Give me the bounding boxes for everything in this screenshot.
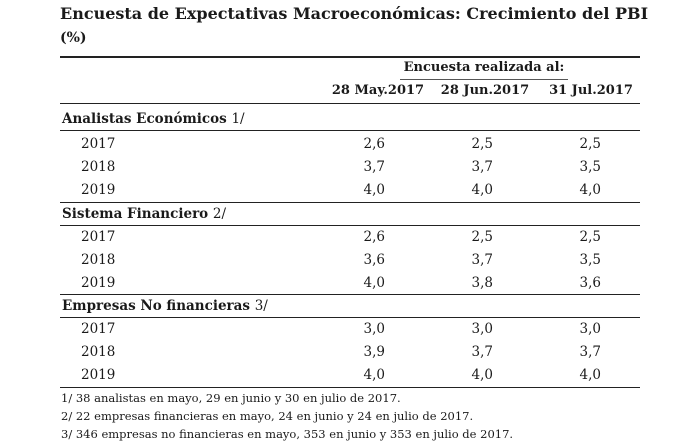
section-underline [60,130,640,131]
section-underline [60,225,640,226]
section-ref: 1/ [231,111,245,127]
section-title-analistas: Analistas Económicos 1/ [62,111,245,127]
cell-value: 3,5 [579,159,601,175]
cell-value: 3,5 [579,252,601,268]
cell-value: 4,0 [363,367,385,383]
bottom-rule [60,387,640,388]
cell-value: 2,5 [579,229,601,245]
header-rule [60,103,640,104]
row-label: 2019 [81,182,116,198]
section-label: Empresas No financieras [62,298,250,314]
table-title: Encuesta de Expectativas Macroeconómicas… [60,4,649,23]
cell-value: 4,0 [363,275,385,291]
cell-value: 2,5 [471,229,493,245]
cell-value: 3,8 [471,275,493,291]
cell-value: 4,0 [471,182,493,198]
table-unit: (%) [60,30,87,46]
cell-value: 2,6 [363,229,385,245]
cell-value: 2,5 [579,136,601,152]
cell-value: 3,6 [363,252,385,268]
column-header-jun: 28 Jun.2017 [440,83,530,98]
footnote-2: 2/ 22 empresas financieras en mayo, 24 e… [61,409,474,423]
section-title-empresas: Empresas No financieras 3/ [62,298,268,314]
column-header-may: 28 May.2017 [331,83,425,98]
section-label: Analistas Económicos [62,111,227,127]
cell-value: 4,0 [363,182,385,198]
row-label: 2018 [81,344,116,360]
section-ref: 2/ [212,206,227,222]
cell-value: 3,0 [579,321,601,337]
section-rule [60,202,640,203]
row-label: 2019 [81,367,116,383]
cell-value: 4,0 [579,367,601,383]
cell-value: 3,7 [471,344,493,360]
row-label: 2017 [81,136,116,152]
cell-value: 3,7 [363,159,385,175]
cell-value: 3,7 [579,344,601,360]
footnote-1: 1/ 38 analistas en mayo, 29 en junio y 3… [61,391,401,405]
cell-value: 3,7 [471,252,493,268]
section-rule [60,294,640,295]
footnote-3: 3/ 346 empresas no financieras en mayo, … [61,427,514,441]
cell-value: 3,9 [363,344,385,360]
survey-header: Encuesta realizada al: [403,60,565,75]
section-label: Sistema Financiero [62,206,209,222]
row-label: 2017 [81,321,116,337]
row-label: 2017 [81,229,116,245]
row-label: 2019 [81,275,116,291]
cell-value: 2,6 [363,136,385,152]
cell-value: 2,5 [471,136,493,152]
row-label: 2018 [81,159,116,175]
section-ref: 3/ [254,298,268,314]
section-underline [60,317,640,318]
column-header-jul: 31 Jul.2017 [549,83,633,98]
cell-value: 3,0 [471,321,493,337]
survey-header-underline [400,79,568,80]
top-rule [60,56,640,58]
cell-value: 4,0 [471,367,493,383]
section-title-sistema-financiero: Sistema Financiero 2/ [62,206,226,222]
cell-value: 4,0 [579,182,601,198]
row-label: 2018 [81,252,116,268]
cell-value: 3,7 [471,159,493,175]
cell-value: 3,0 [363,321,385,337]
cell-value: 3,6 [579,275,601,291]
